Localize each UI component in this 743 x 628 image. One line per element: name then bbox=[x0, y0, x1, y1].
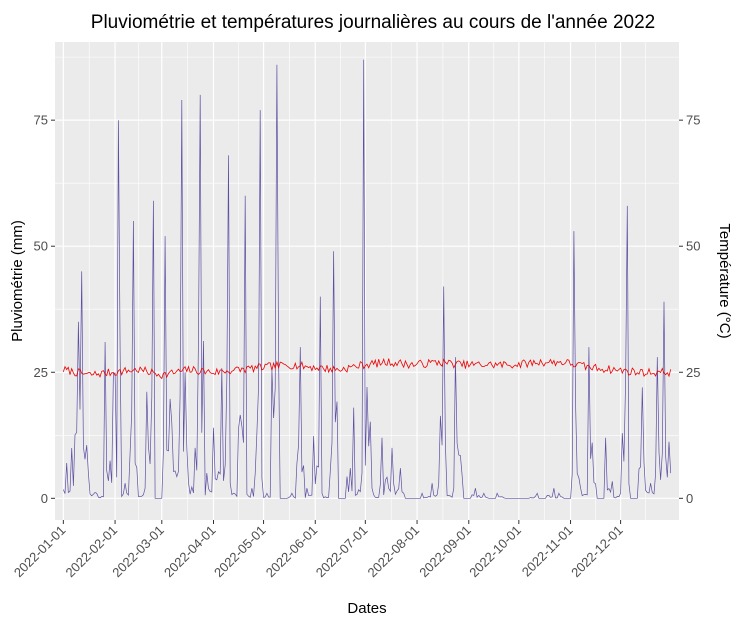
grid-major bbox=[55, 42, 679, 520]
y-tick-label-right: 50 bbox=[686, 239, 700, 254]
y-tick-label-left: 50 bbox=[34, 239, 48, 254]
rainfall-line bbox=[62, 59, 672, 499]
x-tick-label: 2022-04-01 bbox=[161, 523, 219, 581]
right-axis: 0 25 50 75 bbox=[679, 113, 700, 506]
x-tick-label: 2022-07-01 bbox=[313, 523, 371, 581]
plot-panel bbox=[55, 42, 679, 520]
bottom-axis: 2022-01-012022-02-012022-03-012022-04-01… bbox=[11, 520, 626, 580]
x-tick-label: 2022-08-01 bbox=[365, 523, 423, 581]
y-tick-label-left: 75 bbox=[34, 113, 48, 128]
left-axis: 0 25 50 75 bbox=[34, 113, 55, 506]
x-tick-label: 2022-05-01 bbox=[211, 523, 269, 581]
y-tick-label-right: 0 bbox=[686, 491, 693, 506]
x-tick-label: 2022-06-01 bbox=[263, 523, 321, 581]
x-tick-label: 2022-09-01 bbox=[416, 523, 474, 581]
x-tick-label: 2022-01-01 bbox=[11, 523, 69, 581]
x-tick-label: 2022-10-01 bbox=[466, 523, 524, 581]
y-tick-label-left: 0 bbox=[41, 491, 48, 506]
grid-minor bbox=[55, 42, 679, 520]
y-axis-title-right: Température (°C) bbox=[716, 223, 733, 338]
chart-title: Pluviométrie et températures journalière… bbox=[91, 12, 655, 33]
y-tick-label-right: 25 bbox=[686, 365, 700, 380]
temperature-line bbox=[62, 358, 672, 380]
series-layer bbox=[62, 59, 672, 499]
x-tick-label: 2022-11-01 bbox=[519, 523, 576, 580]
y-axis-title-left: Pluviométrie (mm) bbox=[9, 220, 26, 342]
x-tick-label: 2022-12-01 bbox=[568, 523, 626, 581]
x-axis-title: Dates bbox=[347, 600, 386, 617]
y-tick-label-left: 25 bbox=[34, 365, 48, 380]
y-tick-label-right: 75 bbox=[686, 113, 700, 128]
